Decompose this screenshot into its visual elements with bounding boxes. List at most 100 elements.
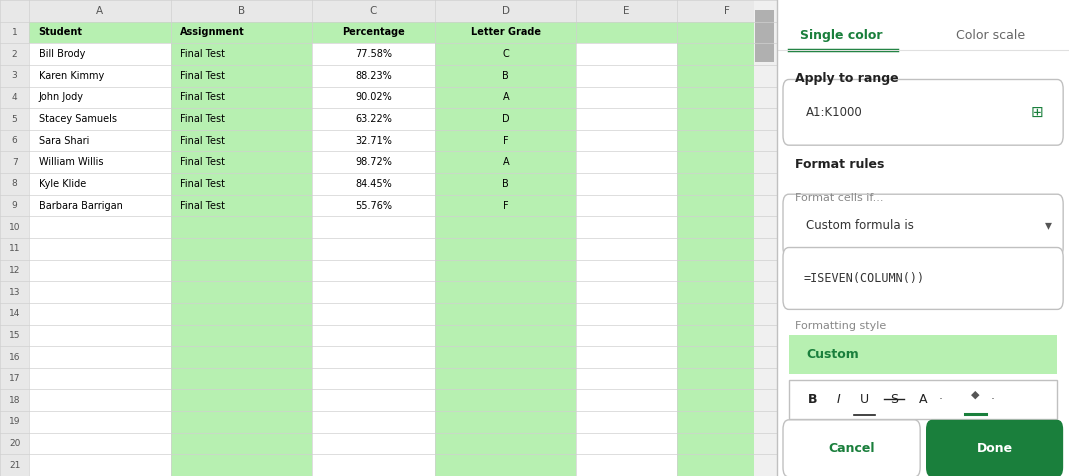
FancyBboxPatch shape bbox=[576, 389, 677, 411]
FancyBboxPatch shape bbox=[29, 325, 171, 346]
Text: Final Test: Final Test bbox=[180, 157, 224, 167]
Text: Stacey Samuels: Stacey Samuels bbox=[38, 114, 117, 124]
Text: C: C bbox=[502, 49, 509, 59]
Text: 18: 18 bbox=[9, 396, 20, 405]
FancyBboxPatch shape bbox=[0, 325, 29, 346]
FancyBboxPatch shape bbox=[312, 455, 435, 476]
Text: A: A bbox=[96, 6, 104, 16]
FancyBboxPatch shape bbox=[677, 411, 777, 433]
FancyBboxPatch shape bbox=[777, 0, 1069, 476]
FancyBboxPatch shape bbox=[312, 195, 435, 217]
FancyBboxPatch shape bbox=[435, 87, 576, 108]
FancyBboxPatch shape bbox=[576, 43, 677, 65]
FancyBboxPatch shape bbox=[435, 151, 576, 173]
Text: Letter Grade: Letter Grade bbox=[470, 28, 541, 38]
FancyBboxPatch shape bbox=[0, 368, 29, 389]
Text: 90.02%: 90.02% bbox=[355, 92, 392, 102]
FancyBboxPatch shape bbox=[29, 108, 171, 130]
FancyBboxPatch shape bbox=[783, 248, 1064, 309]
Text: Bill Brody: Bill Brody bbox=[38, 49, 84, 59]
Text: I: I bbox=[837, 393, 840, 406]
FancyBboxPatch shape bbox=[677, 0, 777, 21]
Text: 98.72%: 98.72% bbox=[355, 157, 392, 167]
FancyBboxPatch shape bbox=[0, 389, 29, 411]
FancyBboxPatch shape bbox=[0, 173, 29, 195]
FancyBboxPatch shape bbox=[171, 238, 312, 259]
Text: Final Test: Final Test bbox=[180, 71, 224, 81]
FancyBboxPatch shape bbox=[171, 303, 312, 325]
FancyBboxPatch shape bbox=[29, 411, 171, 433]
Text: A: A bbox=[502, 92, 509, 102]
Text: F: F bbox=[724, 6, 730, 16]
FancyBboxPatch shape bbox=[576, 281, 677, 303]
FancyBboxPatch shape bbox=[677, 43, 777, 65]
Text: Color scale: Color scale bbox=[956, 29, 1025, 42]
FancyBboxPatch shape bbox=[29, 259, 171, 281]
FancyBboxPatch shape bbox=[312, 21, 435, 43]
FancyBboxPatch shape bbox=[0, 130, 29, 151]
FancyBboxPatch shape bbox=[435, 389, 576, 411]
Text: Cancel: Cancel bbox=[828, 442, 874, 455]
FancyBboxPatch shape bbox=[435, 368, 576, 389]
FancyBboxPatch shape bbox=[677, 433, 777, 455]
Text: A: A bbox=[502, 157, 509, 167]
FancyBboxPatch shape bbox=[677, 21, 777, 43]
FancyBboxPatch shape bbox=[576, 217, 677, 238]
FancyBboxPatch shape bbox=[312, 325, 435, 346]
Text: A1:K1000: A1:K1000 bbox=[806, 106, 863, 119]
Text: Assignment: Assignment bbox=[180, 28, 245, 38]
FancyBboxPatch shape bbox=[576, 0, 677, 21]
FancyBboxPatch shape bbox=[677, 130, 777, 151]
Text: Final Test: Final Test bbox=[180, 200, 224, 210]
FancyBboxPatch shape bbox=[435, 130, 576, 151]
FancyBboxPatch shape bbox=[29, 195, 171, 217]
FancyBboxPatch shape bbox=[0, 455, 29, 476]
FancyBboxPatch shape bbox=[312, 411, 435, 433]
FancyBboxPatch shape bbox=[576, 411, 677, 433]
Text: 14: 14 bbox=[9, 309, 20, 318]
Text: ⊞: ⊞ bbox=[1031, 105, 1043, 120]
FancyBboxPatch shape bbox=[576, 325, 677, 346]
Text: Karen Kimmy: Karen Kimmy bbox=[38, 71, 104, 81]
FancyBboxPatch shape bbox=[171, 346, 312, 368]
FancyBboxPatch shape bbox=[677, 87, 777, 108]
Text: B: B bbox=[502, 179, 509, 189]
FancyBboxPatch shape bbox=[435, 108, 576, 130]
Text: Custom: Custom bbox=[806, 347, 859, 361]
Text: 8: 8 bbox=[12, 179, 17, 188]
FancyBboxPatch shape bbox=[29, 151, 171, 173]
FancyBboxPatch shape bbox=[29, 281, 171, 303]
FancyBboxPatch shape bbox=[576, 108, 677, 130]
FancyBboxPatch shape bbox=[0, 43, 29, 65]
Text: 16: 16 bbox=[9, 353, 20, 361]
FancyBboxPatch shape bbox=[0, 195, 29, 217]
Text: 2: 2 bbox=[12, 50, 17, 59]
Text: ·: · bbox=[991, 393, 995, 406]
FancyBboxPatch shape bbox=[0, 259, 29, 281]
FancyBboxPatch shape bbox=[576, 173, 677, 195]
FancyBboxPatch shape bbox=[29, 21, 171, 43]
FancyBboxPatch shape bbox=[677, 259, 777, 281]
FancyBboxPatch shape bbox=[435, 217, 576, 238]
FancyBboxPatch shape bbox=[783, 194, 1064, 257]
Text: Barbara Barrigan: Barbara Barrigan bbox=[38, 200, 122, 210]
FancyBboxPatch shape bbox=[29, 43, 171, 65]
FancyBboxPatch shape bbox=[677, 346, 777, 368]
FancyBboxPatch shape bbox=[0, 281, 29, 303]
Text: William Willis: William Willis bbox=[38, 157, 103, 167]
FancyBboxPatch shape bbox=[576, 368, 677, 389]
FancyBboxPatch shape bbox=[29, 389, 171, 411]
FancyBboxPatch shape bbox=[171, 21, 312, 43]
Text: 9: 9 bbox=[12, 201, 17, 210]
Text: John Jody: John Jody bbox=[38, 92, 83, 102]
Text: Sara Shari: Sara Shari bbox=[38, 136, 89, 146]
FancyBboxPatch shape bbox=[171, 325, 312, 346]
Text: Final Test: Final Test bbox=[180, 136, 224, 146]
Text: 13: 13 bbox=[9, 288, 20, 297]
FancyBboxPatch shape bbox=[0, 238, 29, 259]
FancyBboxPatch shape bbox=[576, 21, 677, 43]
FancyBboxPatch shape bbox=[171, 151, 312, 173]
FancyBboxPatch shape bbox=[677, 368, 777, 389]
FancyBboxPatch shape bbox=[435, 195, 576, 217]
FancyBboxPatch shape bbox=[312, 259, 435, 281]
